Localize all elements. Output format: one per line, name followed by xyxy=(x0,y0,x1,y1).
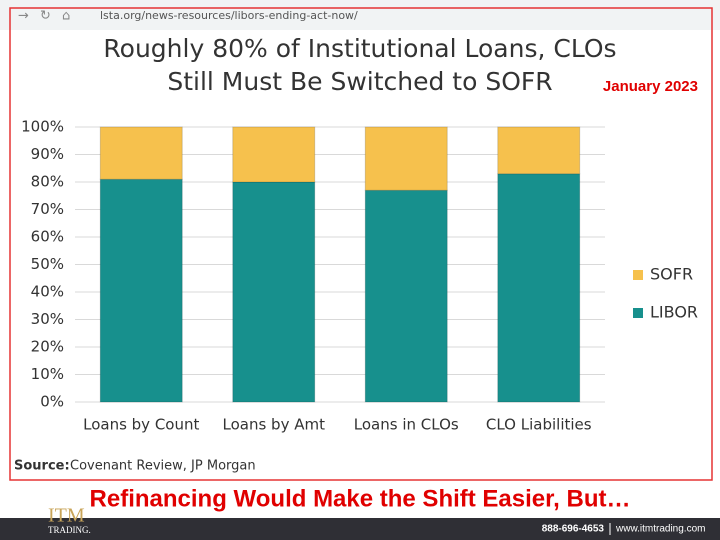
y-tick-label: 60% xyxy=(31,228,64,246)
bar-segment xyxy=(497,126,581,175)
x-tick-label: CLO Liabilities xyxy=(486,416,592,434)
legend-label: SOFR xyxy=(650,265,693,284)
phone: 888-696-4653 xyxy=(542,524,605,535)
bar-segment xyxy=(99,178,183,403)
bar-segment xyxy=(232,181,316,403)
back-icon[interactable]: → xyxy=(18,9,29,24)
bar-segment xyxy=(497,173,581,403)
source: Covenant Review, JP Morgan xyxy=(70,459,256,474)
bar-segment xyxy=(99,126,183,180)
y-tick-label: 10% xyxy=(31,365,64,383)
bar-segment xyxy=(364,126,448,191)
legend-label: LIBOR xyxy=(650,303,698,322)
website[interactable]: www.itmtrading.com xyxy=(615,524,705,535)
chart-subtitle: January 2023 xyxy=(603,78,698,95)
legend-swatch xyxy=(633,308,643,318)
x-tick-label: Loans in CLOs xyxy=(354,416,459,434)
url[interactable]: lsta.org/news-resources/libors-ending-ac… xyxy=(100,9,358,22)
logo: ITM xyxy=(48,505,85,527)
home-icon[interactable]: ⌂ xyxy=(62,9,70,24)
y-tick-label: 90% xyxy=(31,145,64,163)
chart-title: Still Must Be Switched to SOFR xyxy=(167,67,552,96)
x-tick-label: Loans by Count xyxy=(83,416,199,434)
footer-bar xyxy=(0,518,720,540)
y-tick-label: 20% xyxy=(31,338,64,356)
x-tick-label: Loans by Amt xyxy=(223,416,326,434)
y-tick-label: 100% xyxy=(21,118,64,136)
browser-bar xyxy=(0,0,720,30)
y-tick-label: 50% xyxy=(31,255,64,273)
y-tick-label: 30% xyxy=(31,310,64,328)
logo-sub: TRADING. xyxy=(48,525,91,535)
y-tick-label: 40% xyxy=(31,283,64,301)
frame xyxy=(9,7,713,481)
chart-title: Roughly 80% of Institutional Loans, CLOs xyxy=(103,34,616,63)
y-tick-label: 0% xyxy=(40,393,64,411)
bar-segment xyxy=(232,126,316,183)
source-label: Source: xyxy=(14,459,70,474)
y-tick-label: 70% xyxy=(31,200,64,218)
bar-segment xyxy=(364,189,448,403)
caption: Refinancing Would Make the Shift Easier,… xyxy=(90,485,631,512)
y-tick-label: 80% xyxy=(31,173,64,191)
legend-swatch xyxy=(633,270,643,280)
reload-icon[interactable]: ↻ xyxy=(40,9,51,24)
